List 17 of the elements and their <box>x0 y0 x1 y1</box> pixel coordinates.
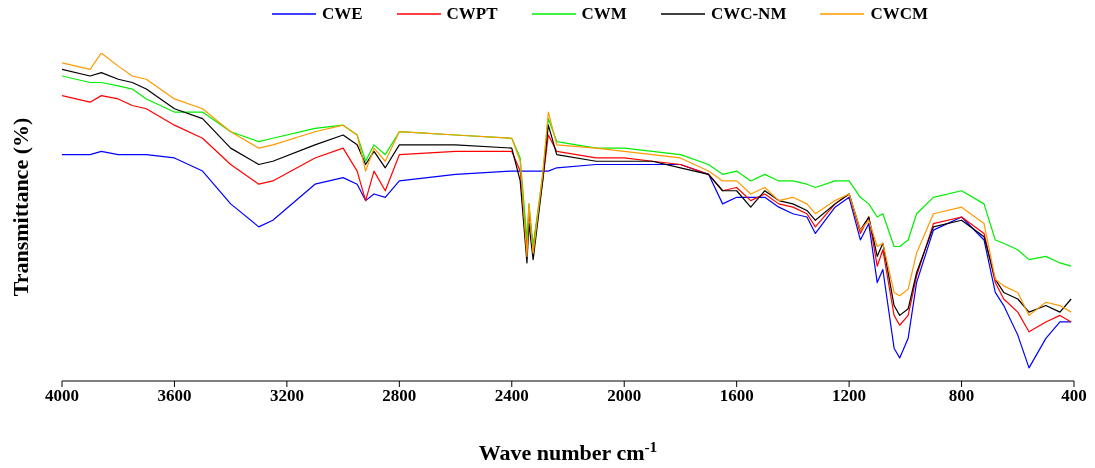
x-tick-label: 1600 <box>719 386 754 406</box>
x-tick-label: 3600 <box>157 386 192 406</box>
x-tick-label: 400 <box>1061 386 1087 406</box>
legend-label: CWCM <box>870 4 929 24</box>
x-tick-label: 2800 <box>382 386 417 406</box>
legend-label: CWM <box>581 4 627 24</box>
x-tick-label: 1200 <box>832 386 867 406</box>
legend-label: CWPT <box>446 4 498 24</box>
x-tick-label: 4000 <box>45 386 79 406</box>
x-tick-label: 800 <box>948 386 975 406</box>
x-tick-label: 3200 <box>269 386 304 406</box>
x-tick-label: 2000 <box>607 386 642 406</box>
x-tick-label: 2400 <box>494 386 529 406</box>
x-axis-title: Wave number cm$^{-1}$ <box>478 437 658 465</box>
legend-label: CWC-NM <box>710 4 787 24</box>
y-axis-title: Transmittance (%) <box>8 117 33 297</box>
legend-label: CWE <box>321 4 363 24</box>
